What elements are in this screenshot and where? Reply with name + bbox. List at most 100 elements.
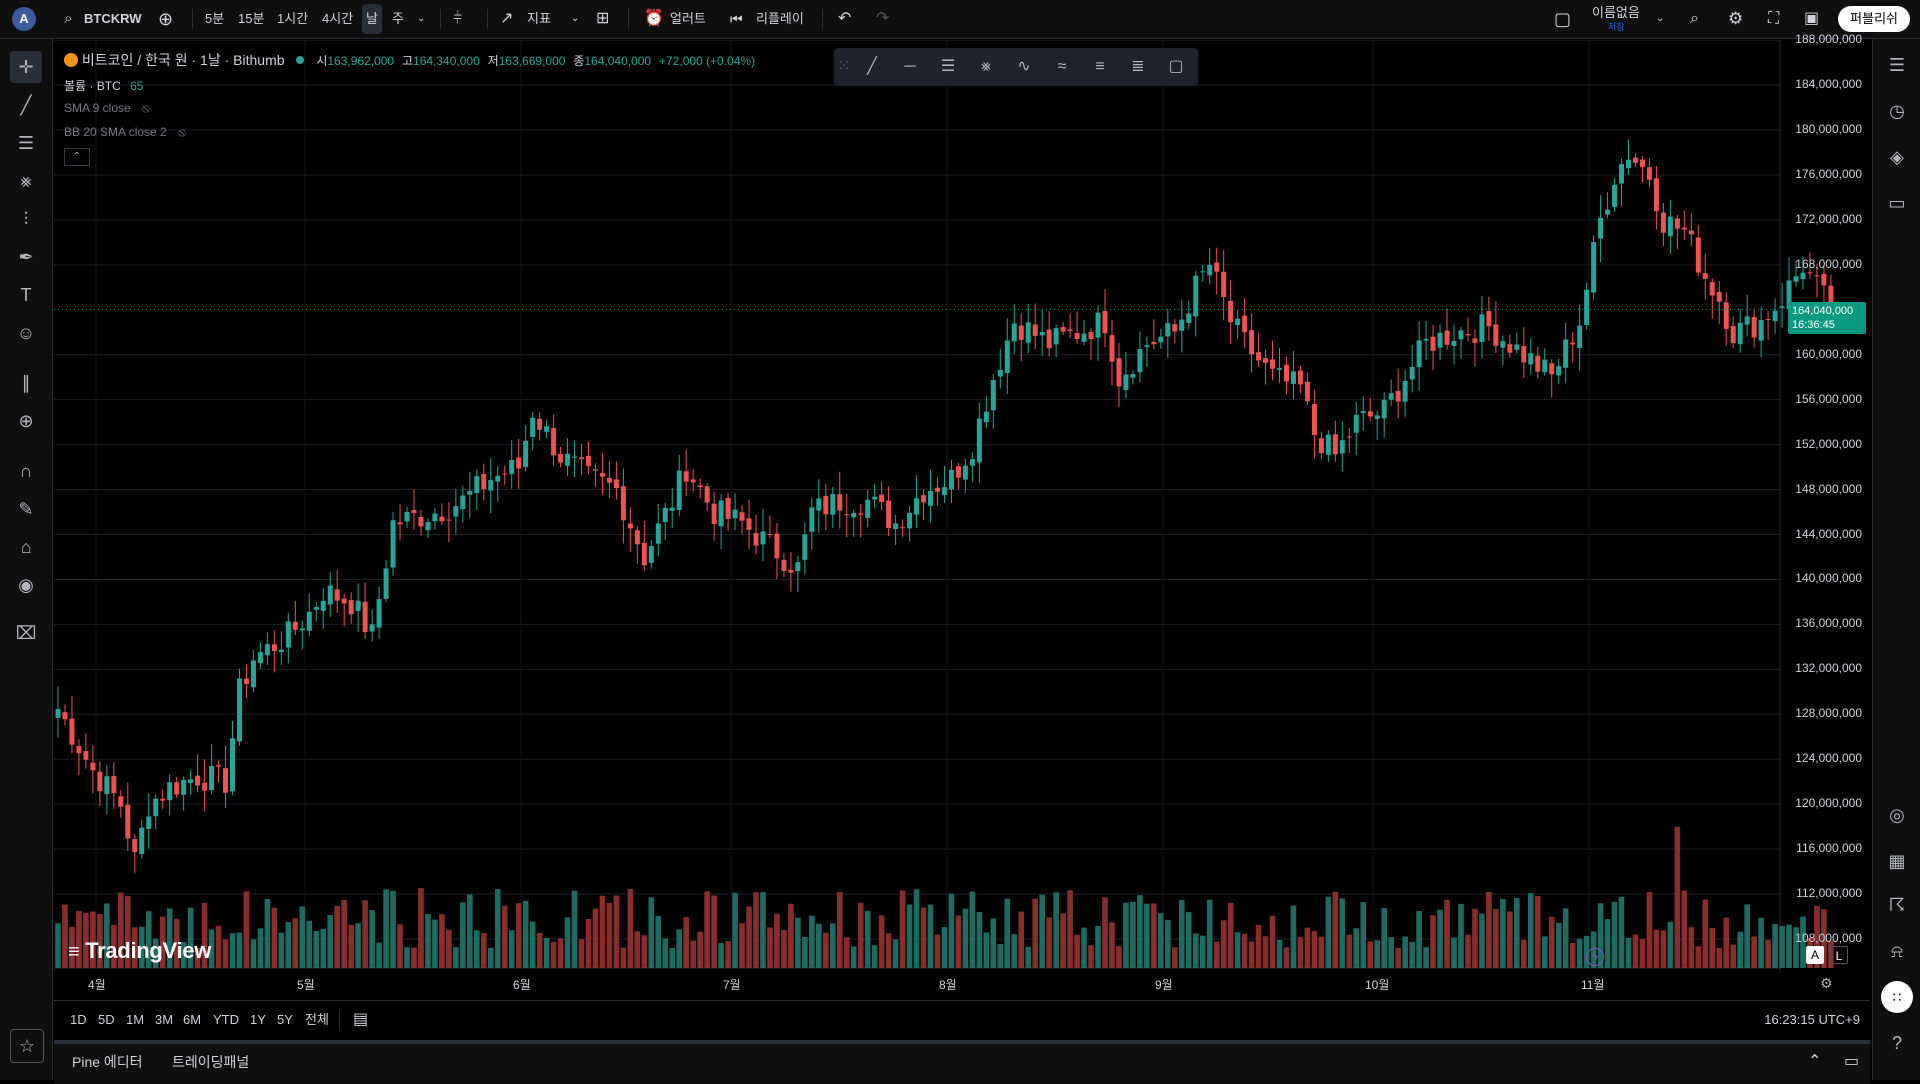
alert-button[interactable]: 얼러트: [670, 11, 706, 26]
watchlist-icon[interactable]: ☰: [1888, 55, 1906, 75]
pattern-chart-icon[interactable]: ☈: [1888, 895, 1906, 915]
interval-15m[interactable]: 15분: [238, 11, 265, 26]
chevron-down-icon[interactable]: ⌄: [1656, 13, 1665, 24]
lightning-icon[interactable]: ϟ: [1586, 948, 1604, 966]
text-tool-icon[interactable]: T: [20, 285, 32, 305]
pattern-tool-icon[interactable]: ⨳: [20, 171, 32, 191]
sma-legend[interactable]: SMA 9 close ⦸: [64, 101, 150, 116]
alarm-clock-icon[interactable]: ⏰: [644, 10, 664, 27]
range-6m[interactable]: 6M: [183, 1012, 202, 1027]
drag-handle-icon[interactable]: ⁙: [837, 58, 851, 75]
help-icon[interactable]: ?: [1891, 1033, 1902, 1053]
hidden-eye-icon[interactable]: ⦸: [142, 101, 150, 115]
trash-icon[interactable]: ⌧: [15, 623, 37, 643]
volume-legend[interactable]: 볼륨 · BTC 65: [64, 77, 143, 94]
rectangle-icon[interactable]: ▢: [1168, 58, 1184, 75]
redo-icon[interactable]: ↷: [876, 10, 890, 27]
range-1d[interactable]: 1D: [70, 1012, 87, 1027]
maximize-panel-icon[interactable]: ▭: [1844, 1053, 1860, 1070]
forecast-tool-icon[interactable]: ⫶: [23, 209, 29, 229]
calendar-icon[interactable]: ▦: [1888, 851, 1906, 871]
camera-icon[interactable]: ▣: [1804, 10, 1820, 27]
stay-in-drawing-mode-icon[interactable]: ✎: [18, 499, 34, 519]
position-icon[interactable]: ≣: [1131, 58, 1145, 75]
log-scale-button[interactable]: L: [1830, 946, 1848, 964]
tab-trading-panel[interactable]: 트레이딩패널: [172, 1054, 250, 1070]
publish-button[interactable]: 퍼블리쉬: [1838, 6, 1910, 32]
volume-bar: [320, 928, 327, 968]
eye-icon[interactable]: ◉: [18, 575, 34, 595]
layers-icon[interactable]: ◈: [1890, 147, 1904, 167]
price-chart[interactable]: [54, 40, 1870, 972]
hidden-eye-icon[interactable]: ⦸: [178, 125, 186, 139]
chevron-up-icon[interactable]: ⌃: [1808, 1053, 1822, 1070]
magnet-icon[interactable]: ∩: [19, 461, 33, 481]
chevron-down-icon[interactable]: ⌄: [417, 13, 426, 24]
interval-4h[interactable]: 4시간: [322, 11, 354, 26]
replay-button[interactable]: 리플레이: [756, 11, 804, 26]
candle-body: [1556, 366, 1562, 376]
interval-1w[interactable]: 주: [392, 11, 404, 26]
indicators-icon[interactable]: ↗: [500, 10, 514, 27]
volume-bar: [522, 900, 529, 968]
indicators-button[interactable]: 지표: [527, 11, 551, 26]
apps-grid-icon[interactable]: ∷: [1881, 981, 1913, 1013]
chat-icon[interactable]: ▭: [1888, 193, 1906, 213]
go-to-date-icon[interactable]: ▤: [353, 1011, 369, 1028]
auto-scale-button[interactable]: A: [1806, 946, 1824, 964]
compare-symbol-icon[interactable]: ⊕: [158, 9, 174, 29]
xabcd-pattern-icon[interactable]: ⨳: [981, 58, 991, 75]
layout-square-icon[interactable]: ▢: [1554, 9, 1572, 29]
favorites-star-icon[interactable]: ☆: [10, 1029, 44, 1063]
bb-legend[interactable]: BB 20 SMA close 2 ⦸: [64, 125, 186, 140]
trend-line-icon[interactable]: ╱: [867, 58, 877, 75]
layout-name[interactable]: 이름없음: [1592, 5, 1640, 20]
trend-line-icon[interactable]: ╱: [20, 95, 32, 115]
symbol-search[interactable]: BTCKRW: [84, 11, 142, 26]
range-5y[interactable]: 5Y: [277, 1012, 293, 1027]
emoji-icon[interactable]: ☺: [16, 323, 36, 343]
fib-icon[interactable]: ≡: [1095, 58, 1105, 75]
target-icon[interactable]: ◎: [1889, 805, 1905, 825]
tab-pine-editor[interactable]: Pine 에디터: [72, 1054, 143, 1070]
volume-bar: [362, 900, 368, 968]
market-status-icon[interactable]: [296, 56, 305, 64]
range-5d[interactable]: 5D: [98, 1012, 115, 1027]
range-all[interactable]: 전체: [305, 1012, 329, 1027]
templates-icon[interactable]: ⊞: [596, 10, 610, 27]
elliott-wave-icon[interactable]: ∿: [1017, 58, 1031, 75]
clock-timezone[interactable]: 16:23:15 UTC+9: [1764, 1012, 1860, 1027]
search-icon[interactable]: ⌕: [64, 10, 73, 27]
axis-settings-gear-icon[interactable]: ⚙: [1820, 975, 1833, 991]
range-1m[interactable]: 1M: [126, 1012, 145, 1027]
interval-1d[interactable]: 날: [362, 4, 382, 34]
range-1y[interactable]: 1Y: [250, 1012, 266, 1027]
range-ytd[interactable]: YTD: [213, 1012, 239, 1027]
ruler-icon[interactable]: ∥: [21, 373, 31, 393]
replay-icon[interactable]: ⏮: [730, 11, 743, 27]
settings-gear-icon[interactable]: ⚙: [1728, 9, 1744, 28]
notifications-bell-icon[interactable]: ⍾: [1891, 941, 1903, 961]
fullscreen-icon[interactable]: ⛶: [1768, 10, 1780, 27]
collapse-legend-chevron-up-icon[interactable]: ⌃: [64, 148, 90, 166]
legend-title[interactable]: 비트코인 / 한국 원 · 1날 · Bithumb: [81, 52, 285, 68]
horizontal-ray-icon[interactable]: ─: [904, 58, 916, 75]
interval-1h[interactable]: 1시간: [277, 11, 309, 26]
fib-retracement-icon[interactable]: ☰: [17, 133, 35, 153]
crosshair-icon[interactable]: ✛: [10, 51, 42, 83]
undo-icon[interactable]: ↶: [838, 10, 852, 27]
candlestick-type-icon[interactable]: ⫩: [453, 10, 463, 27]
parallel-channel-icon[interactable]: ☰: [940, 58, 956, 75]
lock-icon[interactable]: ⌂: [20, 537, 32, 557]
zoom-in-icon[interactable]: ⊕: [18, 411, 34, 431]
brush-icon[interactable]: ✒: [18, 247, 34, 267]
range-3m[interactable]: 3M: [155, 1012, 174, 1027]
candle-body: [788, 569, 794, 573]
chevron-down-icon[interactable]: ⌄: [571, 13, 580, 24]
alerts-clock-icon[interactable]: ◷: [1889, 101, 1905, 121]
quick-search-icon[interactable]: ⌕: [1690, 10, 1699, 27]
volume-bar: [383, 889, 389, 968]
abc-wave-icon[interactable]: ≈: [1057, 58, 1067, 75]
interval-5m[interactable]: 5분: [205, 11, 225, 26]
user-avatar[interactable]: A: [12, 7, 36, 31]
